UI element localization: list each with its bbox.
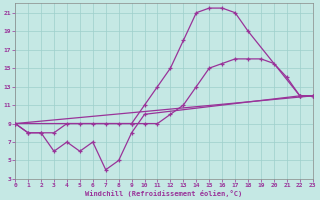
X-axis label: Windchill (Refroidissement éolien,°C): Windchill (Refroidissement éolien,°C) <box>85 190 243 197</box>
